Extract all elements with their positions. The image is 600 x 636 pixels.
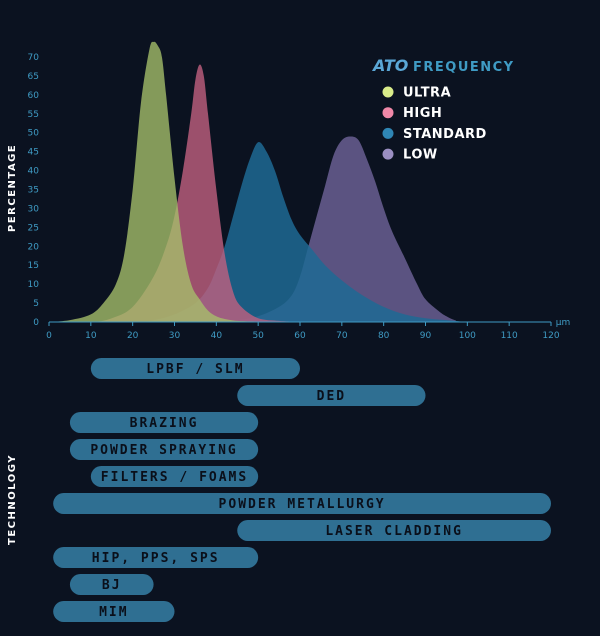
axes: 0 5 10 15 20 25 30 35 40 45 50 55 60 65 70 0 10 20 30 40 50 6… xyxy=(28,53,571,341)
legend-swatch-ultra xyxy=(382,86,394,98)
series-area-ultra xyxy=(49,41,300,322)
technology-bar-label: POWDER METALLURGY xyxy=(219,497,386,512)
technology-bar xyxy=(237,385,426,406)
x-unit-label: µm xyxy=(556,318,571,328)
legend-swatch-high xyxy=(382,107,394,119)
technology-bar-label: HIP, PPS, SPS xyxy=(92,551,220,566)
y-tick-label: 10 xyxy=(28,280,40,290)
technology-bar-label: BRAZING xyxy=(130,416,199,431)
y-tick-label: 40 xyxy=(28,167,40,177)
y-tick-label: 35 xyxy=(28,186,39,196)
technology-bar xyxy=(69,412,259,433)
legend-label-high: HIGH xyxy=(403,106,442,121)
x-tick-label: 80 xyxy=(378,331,390,341)
technology-bar-label: LASER CLADDING xyxy=(325,524,463,539)
y-tick-label: 60 xyxy=(28,91,40,101)
technology-bar-label: DED xyxy=(317,389,346,404)
x-tick-label: 50 xyxy=(252,331,264,341)
technology-bar xyxy=(69,439,259,460)
technology-bar xyxy=(53,493,551,514)
technology-bar xyxy=(69,574,154,595)
legend: ATO FREQUENCY ULTRA HIGH STANDARD LOW xyxy=(371,56,515,163)
y-axis-label: PERCENTAGE xyxy=(7,144,18,232)
technology-bar xyxy=(53,547,259,568)
legend-swatch-standard xyxy=(382,127,394,139)
technology-bar xyxy=(90,358,300,379)
x-tick-label: 90 xyxy=(420,331,432,341)
y-tick-label: 70 xyxy=(28,53,40,63)
x-tick-label: 10 xyxy=(85,331,97,341)
legend-label-ultra: ULTRA xyxy=(403,86,451,101)
y-tick-label: 5 xyxy=(33,299,39,309)
technology-axis-label: TECHNOLOGY xyxy=(7,454,18,545)
brand-logo: ATO xyxy=(371,56,409,75)
technology-bar xyxy=(90,466,259,487)
x-tick-label: 100 xyxy=(459,331,476,341)
technology-bar-label: FILTERS / FOAMS xyxy=(101,470,248,485)
technology-bar-label: MIM xyxy=(99,605,128,620)
y-tick-label: 55 xyxy=(28,110,39,120)
legend-swatch-low xyxy=(382,148,394,160)
y-tick-label: 50 xyxy=(28,129,40,139)
x-tick-label: 40 xyxy=(211,331,223,341)
y-tick-label: 0 xyxy=(33,318,39,328)
y-tick-label: 20 xyxy=(28,242,40,252)
legend-title: FREQUENCY xyxy=(413,60,515,75)
technology-bar-label: LPBF / SLM xyxy=(146,362,244,377)
x-tick-label: 60 xyxy=(294,331,306,341)
technology-bars: LPBF / SLM DED BRAZING POWDER SPRAYING FILTE… xyxy=(53,358,551,622)
technology-bar xyxy=(237,520,551,541)
x-tick-label: 120 xyxy=(542,331,559,341)
x-tick-label: 70 xyxy=(336,331,348,341)
technology-bar xyxy=(53,601,175,622)
legend-label-low: LOW xyxy=(403,148,438,163)
series-area-standard xyxy=(49,142,468,322)
legend-label-standard: STANDARD xyxy=(403,127,487,142)
y-tick-label: 65 xyxy=(28,72,39,82)
x-tick-label: 20 xyxy=(127,331,139,341)
series-areas xyxy=(49,41,551,323)
y-tick-label: 30 xyxy=(28,204,40,214)
x-tick-label: 0 xyxy=(46,331,52,341)
y-tick-label: 15 xyxy=(28,261,39,271)
y-tick-label: 25 xyxy=(28,223,39,233)
technology-bar-label: BJ xyxy=(102,578,122,593)
x-tick-label: 110 xyxy=(501,331,518,341)
y-tick-label: 45 xyxy=(28,148,39,158)
technology-bar-label: POWDER SPRAYING xyxy=(90,443,237,458)
x-tick-label: 30 xyxy=(169,331,181,341)
